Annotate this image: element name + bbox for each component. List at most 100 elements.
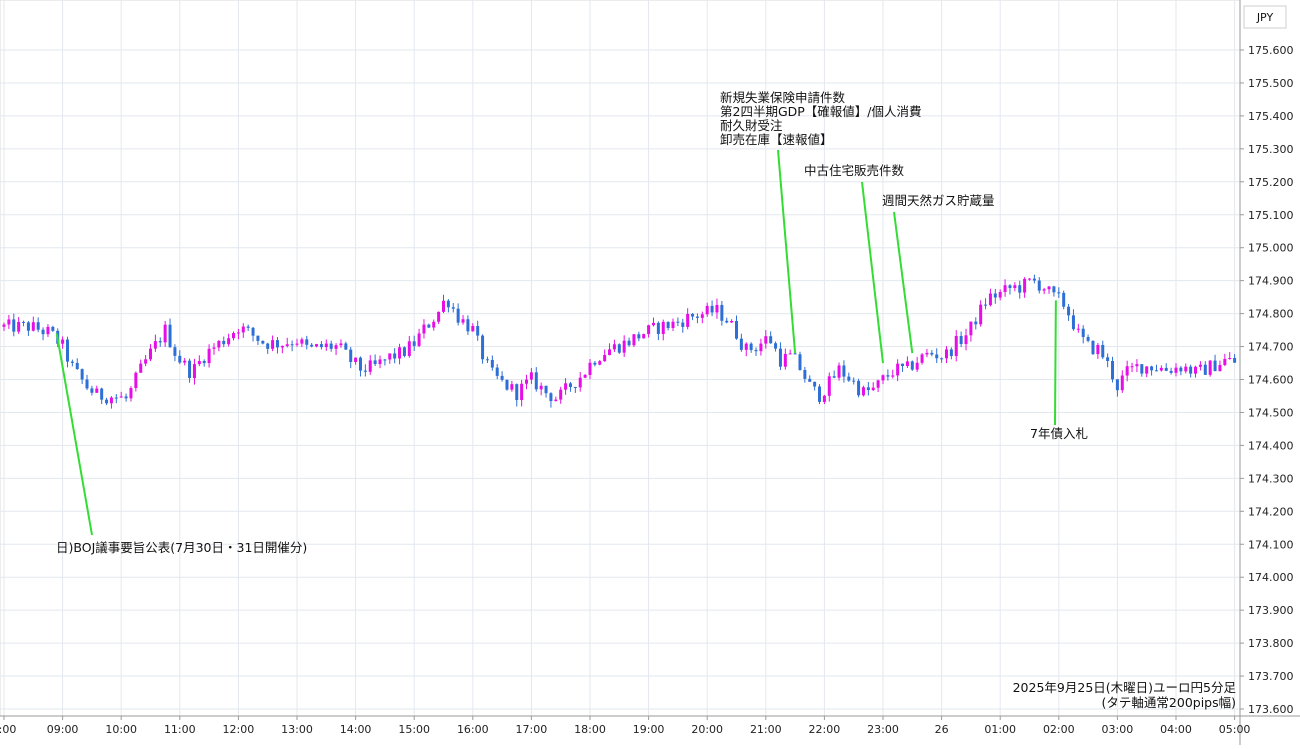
candle-up xyxy=(988,293,992,306)
y-tick-label: 175.600 xyxy=(1248,44,1294,57)
candle-down xyxy=(666,321,670,328)
candle-down xyxy=(1086,337,1090,341)
candle-down xyxy=(100,388,104,400)
candle-down xyxy=(1169,370,1173,373)
candle-up xyxy=(1096,344,1100,355)
x-tick-label: 03:00 xyxy=(1102,723,1134,736)
candle-down xyxy=(1233,357,1237,363)
candle-down xyxy=(427,324,431,328)
annotation-label: 日)BOJ議事要旨公表(7月30日・31日開催分) xyxy=(56,540,307,555)
candle-down xyxy=(456,308,460,323)
candle-down xyxy=(656,322,660,334)
candle-up xyxy=(730,320,734,323)
candle-up xyxy=(1047,286,1051,290)
annotation-connector xyxy=(55,333,93,536)
candle-down xyxy=(886,375,890,377)
candle-up xyxy=(1184,366,1188,372)
candle-up xyxy=(432,321,436,328)
candle-down xyxy=(70,361,74,363)
candle-down xyxy=(1154,370,1158,372)
candle-up xyxy=(471,325,475,332)
x-tick-label: 8:00 xyxy=(0,723,16,736)
candle-up xyxy=(1023,278,1027,293)
x-tick-label: 17:00 xyxy=(516,723,548,736)
candle-down xyxy=(412,341,416,346)
candle-up xyxy=(1125,366,1129,376)
candle-down xyxy=(1213,360,1217,372)
candle-down xyxy=(383,359,387,361)
candle-up xyxy=(422,324,426,334)
candle-down xyxy=(901,363,905,367)
candle-down xyxy=(774,343,778,349)
x-tick-label: 18:00 xyxy=(574,723,606,736)
candle-up xyxy=(588,362,592,375)
candle-down xyxy=(1067,306,1071,316)
candle-down xyxy=(1101,344,1105,358)
candle-up xyxy=(95,388,99,393)
candle-up xyxy=(153,341,157,349)
candle-down xyxy=(114,397,118,399)
candle-down xyxy=(1008,285,1012,289)
candle-up xyxy=(407,341,411,356)
x-tick-label: 26 xyxy=(935,723,949,736)
candle-up xyxy=(241,326,245,333)
chart-caption: 2025年9月25日(木曜日)ユーロ円5分足 (タテ軸通常200pips幅) xyxy=(1013,680,1237,710)
candle-up xyxy=(1198,364,1202,367)
annotation-label: 週間天然ガス貯蔵量 xyxy=(882,193,995,208)
candle-up xyxy=(520,383,524,401)
candle-up xyxy=(378,359,382,365)
candle-up xyxy=(783,353,787,367)
candle-down xyxy=(22,321,26,323)
candle-up xyxy=(192,364,196,378)
candle-down xyxy=(1106,357,1110,361)
candle-up xyxy=(1228,357,1232,359)
x-tick-label: 10:00 xyxy=(105,723,137,736)
y-tick-label: 174.300 xyxy=(1248,472,1294,485)
candle-down xyxy=(852,380,856,382)
candle-down xyxy=(910,361,914,370)
x-tick-label: 09:00 xyxy=(47,723,79,736)
candle-up xyxy=(964,335,968,344)
candle-up xyxy=(827,376,831,396)
candle-up xyxy=(998,291,1002,298)
candle-up xyxy=(608,349,612,356)
y-tick-label: 174.700 xyxy=(1248,341,1294,354)
candle-up xyxy=(1194,366,1198,374)
candle-up xyxy=(437,311,441,322)
x-tick-label: 21:00 xyxy=(750,723,782,736)
candle-down xyxy=(1062,292,1066,307)
candle-up xyxy=(1003,285,1007,292)
candle-up xyxy=(744,343,748,350)
candle-up xyxy=(891,375,895,377)
candle-up xyxy=(876,380,880,388)
candle-down xyxy=(402,347,406,356)
candle-down xyxy=(866,387,870,391)
candle-up xyxy=(119,396,123,398)
candle-down xyxy=(485,359,489,361)
candle-down xyxy=(1203,364,1207,375)
caption-line-2: (タテ軸通常200pips幅) xyxy=(1102,695,1236,710)
candle-down xyxy=(857,380,861,396)
candle-down xyxy=(246,326,250,328)
candle-down xyxy=(1018,285,1022,293)
candle-down xyxy=(754,349,758,352)
candle-down xyxy=(793,353,797,355)
candle-down xyxy=(275,340,279,348)
candle-up xyxy=(861,387,865,396)
candle-up xyxy=(109,397,113,404)
x-tick-label: 15:00 xyxy=(398,723,430,736)
x-tick-label: 13:00 xyxy=(281,723,313,736)
candle-up xyxy=(354,357,358,362)
candle-up xyxy=(920,354,924,363)
candle-down xyxy=(80,369,84,380)
candle-up xyxy=(217,340,221,348)
y-tick-label: 174.500 xyxy=(1248,406,1294,419)
candle-up xyxy=(2,324,6,327)
candle-down xyxy=(627,340,631,346)
candle-up xyxy=(417,333,421,346)
candle-down xyxy=(549,393,553,402)
candle-down xyxy=(739,338,743,350)
candle-up xyxy=(134,372,138,389)
candle-up xyxy=(339,343,343,346)
